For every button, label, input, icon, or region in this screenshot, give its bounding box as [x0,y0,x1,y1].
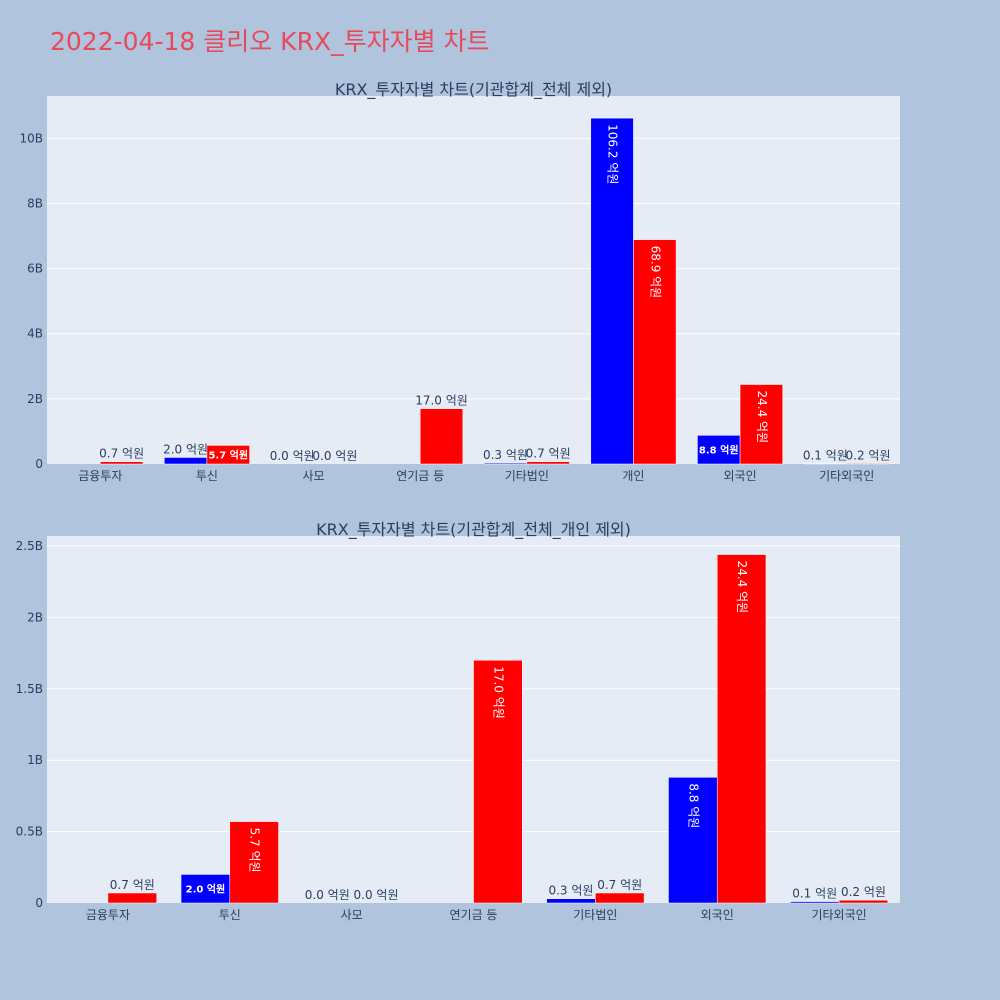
y-tick-label: 0.5B [16,825,43,839]
y-tick-label: 2B [27,392,43,406]
y-tick-label: 6B [27,262,43,276]
bar [180,874,231,904]
x-tick-label: 기타외국인 [811,908,866,922]
data-label: 0.0 억원 [312,449,357,463]
data-label: 0.7 억원 [597,878,642,892]
data-label: 0.2 억원 [841,885,886,899]
bar [483,462,528,465]
bar [526,461,570,465]
y-tick-label: 4B [27,327,43,341]
chart-title: KRX_투자자별 차트(기관합계_전체_개인 제외) [316,520,631,540]
x-tick-label: 외국인 [701,908,734,922]
bar [790,901,840,904]
bar [633,239,677,465]
data-label: 0.2 억원 [846,448,891,462]
y-tick-label: 2B [27,610,43,624]
bar [590,117,634,465]
x-tick-label: 연기금 등 [450,908,498,922]
data-label: 0.3 억원 [483,448,528,462]
data-label: 17.0 억원 [415,394,468,408]
data-label: 0.7 억원 [99,447,144,461]
bar [595,892,645,904]
bar [697,435,741,465]
x-tick-label: 투신 [219,908,241,922]
data-label: 0.1 억원 [803,449,848,463]
x-tick-label: 사모 [303,469,325,483]
y-tick-label: 1.5B [16,682,43,696]
chart-top: KRX_투자자별 차트(기관합계_전체 제외) 0 2B 4B 6B 8B 10B 금융투자 투… [19,80,900,483]
x-tick-label: 개인 [622,469,644,483]
bar [206,445,250,465]
data-label: 0.0 억원 [354,888,399,902]
data-label: 17.0 억원 [491,666,505,719]
data-label: 0.7 억원 [110,878,155,892]
data-label: 8.8 억원 [699,444,739,457]
y-tick-label: 10B [19,131,43,145]
data-label: 24.4 억원 [755,391,769,444]
data-label: 5.7 억원 [208,449,248,462]
bar [100,461,144,465]
data-label: 2.0 억원 [186,883,226,896]
bar [419,408,464,465]
y-tick-label: 0 [35,896,43,910]
data-label: 0.0 억원 [305,888,350,902]
bar [107,892,157,904]
x-tick-label: 금융투자 [86,908,130,922]
bar [838,899,889,904]
bar [739,384,783,465]
data-label: 68.9 억원 [648,246,662,299]
bar [473,659,523,904]
data-label: 5.7 억원 [248,828,262,873]
x-tick-label: 금융투자 [78,469,122,483]
bar [716,554,767,904]
data-label: 0.3 억원 [548,884,593,898]
x-tick-label: 연기금 등 [396,469,444,483]
bar [229,821,279,904]
page-title: 2022-04-18 클리오 KRX_투자자별 차트 [50,27,490,56]
data-label: 0.0 억원 [270,449,315,463]
bar [164,457,208,465]
x-tick-label: 기타법인 [505,469,549,483]
bar [846,463,890,465]
data-label: 24.4 억원 [735,561,749,614]
x-tick-label: 기타법인 [573,908,617,922]
y-tick-label: 0 [35,457,43,471]
bar [546,898,596,904]
y-tick-label: 1B [27,753,43,767]
y-tick-label: 2.5B [16,539,43,553]
x-tick-label: 사모 [341,908,363,922]
x-tick-label: 외국인 [724,469,757,483]
chart-bottom: KRX_투자자별 차트(기관합계_전체_개인 제외) 0 0.5B 1B 1.5B 2B 2… [16,520,900,922]
data-label: 2.0 억원 [163,442,208,456]
x-tick-label: 기타외국인 [819,469,874,483]
x-tick-label: 투신 [196,469,218,483]
data-label: 8.8 억원 [686,783,700,828]
y-tick-label: 8B [27,196,43,210]
data-label: 106.2 억원 [606,124,620,184]
data-label: 0.7 억원 [526,447,571,461]
bar [668,777,718,904]
chart-title: KRX_투자자별 차트(기관합계_전체 제외) [335,80,612,100]
data-label: 0.1 억원 [792,887,837,901]
